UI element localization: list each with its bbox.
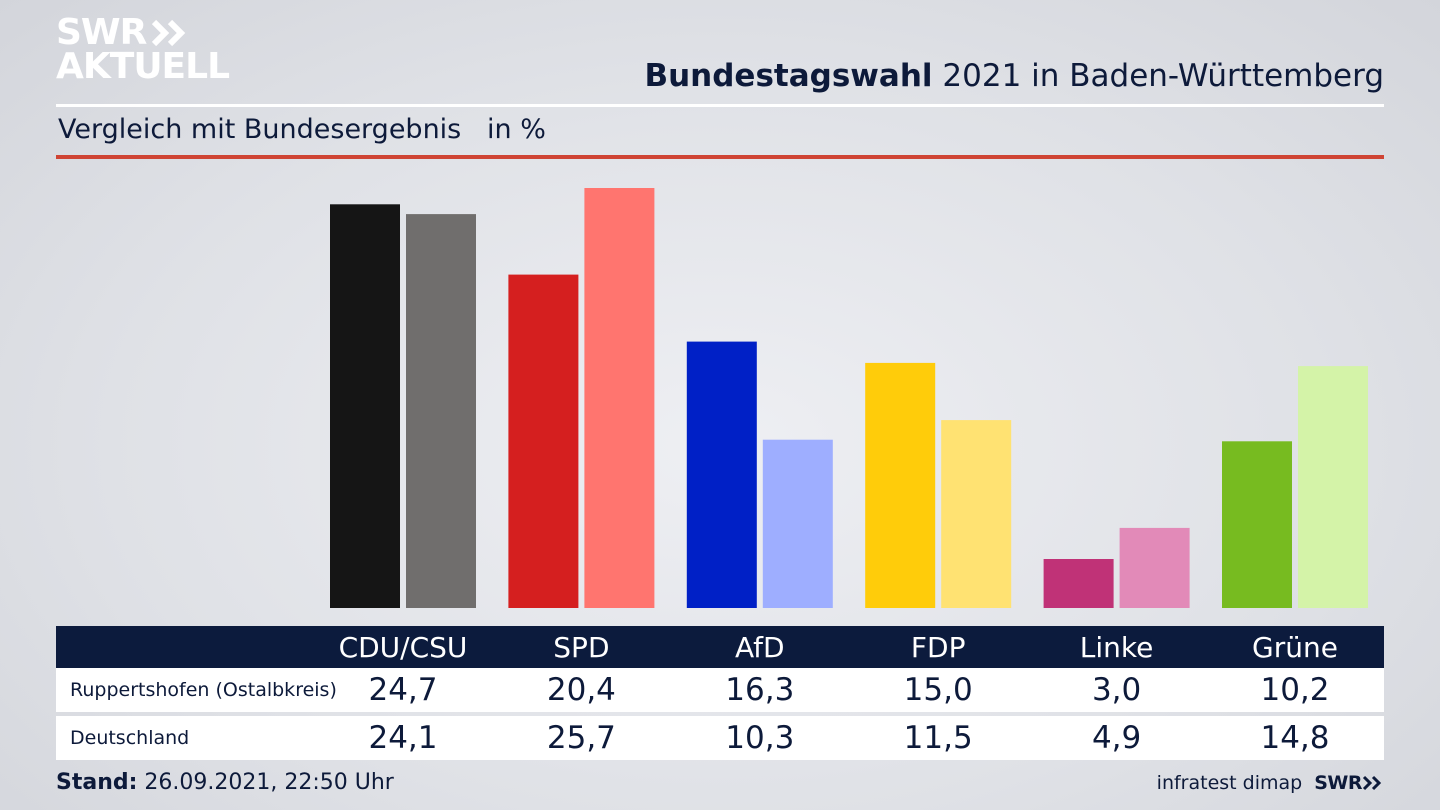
bar-linke-deutschland: [1119, 527, 1190, 608]
bar-fdp-ruppertshofen: [865, 362, 936, 608]
table-header-row: CDU/CSU SPD AfD FDP Linke Grüne: [56, 626, 1384, 668]
bar-spd-ruppertshofen: [508, 274, 579, 608]
table-row: Ruppertshofen (Ostalbkreis) 24,7 20,4 16,3…: [56, 668, 1384, 712]
bar-cdu-csu-ruppertshofen: [330, 204, 400, 609]
value-cell-gr-ne-ruppertshofen: 10,2: [1260, 672, 1330, 708]
source-text: infratest dimap: [1156, 772, 1303, 794]
chevron-arrows-icon: [152, 19, 186, 47]
value-cell-linke-deutschland: 4,9: [1091, 720, 1142, 756]
timestamp: Stand: 26.09.2021, 22:50 Uhr: [56, 770, 394, 795]
value-cell-afd-deutschland: 10,3: [725, 720, 795, 756]
page-title: Bundestagswahl 2021 in Baden-Württemberg: [644, 58, 1384, 94]
header-divider: [56, 104, 1384, 107]
subtitle-underline: [56, 155, 1384, 159]
swr-brand-text: SWR: [1314, 772, 1362, 794]
bar-gr-ne-deutschland: [1298, 366, 1368, 608]
logo-swr-text: SWR: [56, 12, 147, 53]
column-header-linke: Linke: [1079, 630, 1154, 664]
row-label-ruppertshofen: Ruppertshofen (Ostalbkreis): [70, 679, 337, 701]
value-cell-fdp-deutschland: 11,5: [903, 720, 973, 756]
bar-afd-ruppertshofen: [686, 341, 757, 608]
swr-brand: SWR: [1314, 772, 1384, 794]
column-header-gr-ne: Grüne: [1252, 630, 1338, 664]
value-cell-spd-ruppertshofen: 20,4: [546, 672, 616, 708]
bar-afd-deutschland: [762, 439, 833, 608]
value-cell-fdp-ruppertshofen: 15,0: [903, 672, 973, 708]
table-row: Deutschland 24,1 25,7 10,3 11,5 4,9 14,8: [56, 716, 1384, 760]
column-header-spd: SPD: [553, 630, 610, 664]
bar-cdu-csu-deutschland: [406, 214, 476, 608]
swr-aktuell-logo: SWR AKTUELL: [56, 12, 230, 87]
title-rest: 2021 in Baden-Württemberg: [932, 58, 1384, 94]
bar-gr-ne-ruppertshofen: [1222, 441, 1292, 608]
stand-label: Stand:: [56, 770, 138, 795]
value-cell-linke-ruppertshofen: 3,0: [1091, 672, 1142, 708]
value-cell-gr-ne-deutschland: 14,8: [1260, 720, 1330, 756]
bar-fdp-deutschland: [941, 420, 1012, 608]
title-bold: Bundestagswahl: [644, 58, 933, 94]
bar-chart: [330, 188, 1368, 609]
value-cell-cdu-csu-deutschland: 24,1: [368, 720, 438, 756]
value-cell-afd-ruppertshofen: 16,3: [725, 672, 795, 708]
logo-aktuell-text: AKTUELL: [56, 46, 230, 87]
column-header-afd: AfD: [735, 630, 785, 664]
chart-subtitle: Vergleich mit Bundesergebnis in %: [58, 114, 546, 145]
column-header-fdp: FDP: [910, 630, 966, 664]
bar-linke-ruppertshofen: [1043, 559, 1114, 608]
column-header-cdu-csu: CDU/CSU: [338, 630, 468, 664]
chevron-arrows-icon: [1362, 775, 1382, 791]
value-cell-spd-deutschland: 25,7: [546, 720, 616, 756]
bar-spd-deutschland: [584, 188, 655, 608]
source-credit: infratest dimap SWR: [1157, 772, 1384, 794]
value-cell-cdu-csu-ruppertshofen: 24,7: [368, 672, 438, 708]
results-table: CDU/CSU SPD AfD FDP Linke Grüne Ruppertshofen…: [56, 626, 1384, 760]
stand-value: 26.09.2021, 22:50 Uhr: [137, 770, 394, 795]
row-label-deutschland: Deutschland: [70, 727, 190, 749]
